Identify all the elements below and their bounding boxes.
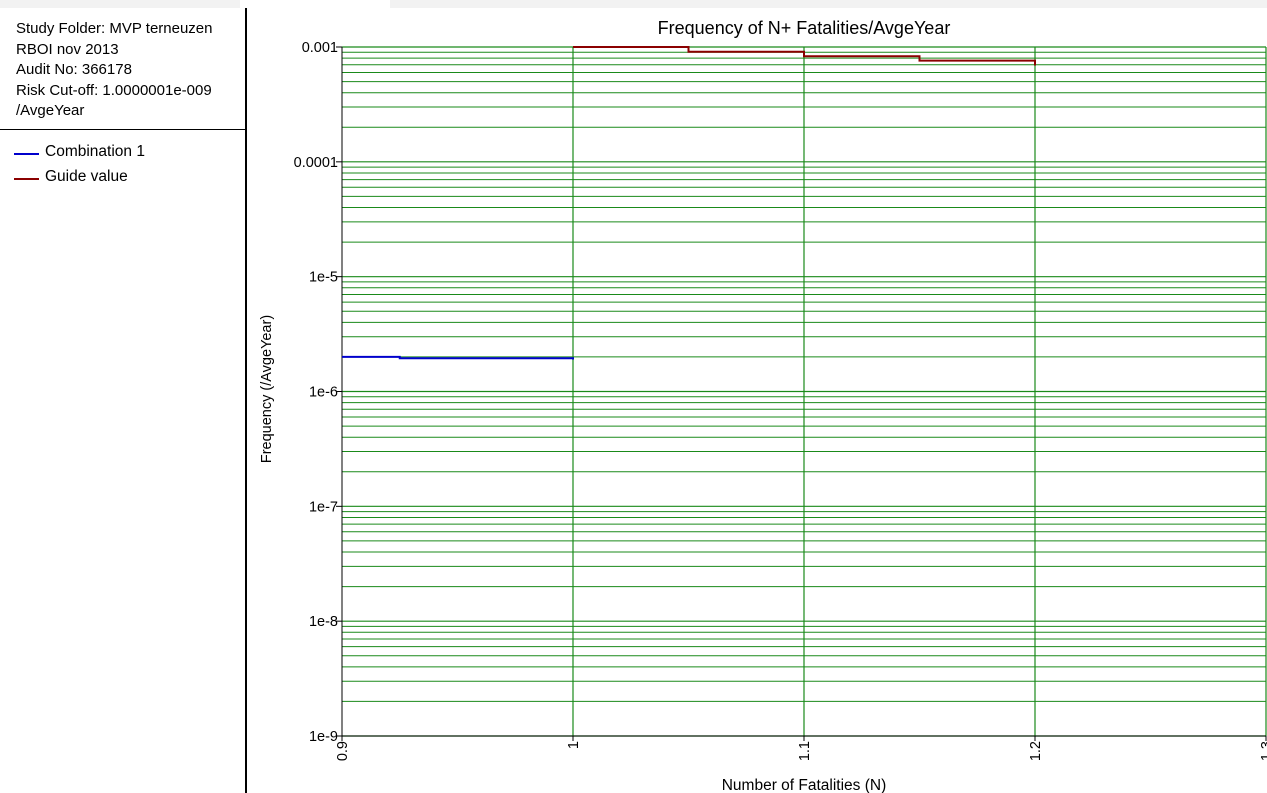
study-info-box: Study Folder: MVP terneuzen RBOI nov 201… bbox=[0, 8, 245, 130]
grid-layer bbox=[342, 46, 1267, 737]
y-tick-label: 0.0001 bbox=[294, 155, 338, 171]
y-tick-label: 1e-7 bbox=[309, 499, 338, 515]
x-tick-label: 1.2 bbox=[1028, 741, 1044, 761]
legend-swatch-guide-value bbox=[14, 178, 39, 180]
top-strip-segment bbox=[390, 0, 1267, 8]
legend-swatch-combination-1 bbox=[14, 153, 39, 155]
series-line-combination-1 bbox=[342, 355, 574, 360]
y-tick-label: 1e-9 bbox=[309, 729, 338, 745]
y-tick-label: 1e-8 bbox=[309, 614, 338, 630]
legend-label-combination-1: Combination 1 bbox=[45, 143, 145, 160]
study-folder-line: Study Folder: MVP terneuzen bbox=[16, 20, 213, 37]
y-tick-label: 0.001 bbox=[302, 40, 338, 56]
x-axis-label: Number of Fatalities (N) bbox=[722, 777, 887, 793]
study-subtitle-line: RBOI nov 2013 bbox=[16, 40, 119, 58]
x-tick-label: 0.9 bbox=[335, 741, 351, 761]
series-layer bbox=[342, 46, 1036, 360]
y-axis-label: Frequency (/AvgeYear) bbox=[259, 315, 275, 463]
legend-item-combination-1[interactable]: Combination 1 bbox=[0, 142, 245, 167]
y-tick-label: 1e-5 bbox=[309, 270, 338, 286]
label-layer: Frequency of N+ Fatalities/AvgeYear Numb… bbox=[259, 18, 1267, 793]
left-panel: Study Folder: MVP terneuzen RBOI nov 201… bbox=[0, 8, 247, 793]
axes-layer bbox=[336, 46, 1267, 741]
y-tick-label: 1e-6 bbox=[309, 385, 338, 401]
legend: Combination 1 Guide value bbox=[0, 142, 245, 192]
audit-number-line: Audit No: 366178 bbox=[16, 61, 132, 78]
legend-item-guide-value[interactable]: Guide value bbox=[0, 167, 245, 192]
risk-cutoff-line: Risk Cut-off: 1.0000001e-009 bbox=[16, 81, 212, 99]
risk-cutoff-unit-line: /AvgeYear bbox=[16, 102, 85, 119]
legend-label-guide-value: Guide value bbox=[45, 168, 128, 185]
x-tick-label: 1 bbox=[566, 741, 582, 749]
top-strip bbox=[0, 0, 1267, 8]
x-tick-label: 1.1 bbox=[797, 741, 813, 761]
series-line-guide-value bbox=[573, 46, 1036, 66]
top-strip-segment bbox=[0, 0, 240, 8]
chart-title: Frequency of N+ Fatalities/AvgeYear bbox=[658, 18, 951, 38]
x-tick-label: 1.3 bbox=[1259, 741, 1267, 761]
